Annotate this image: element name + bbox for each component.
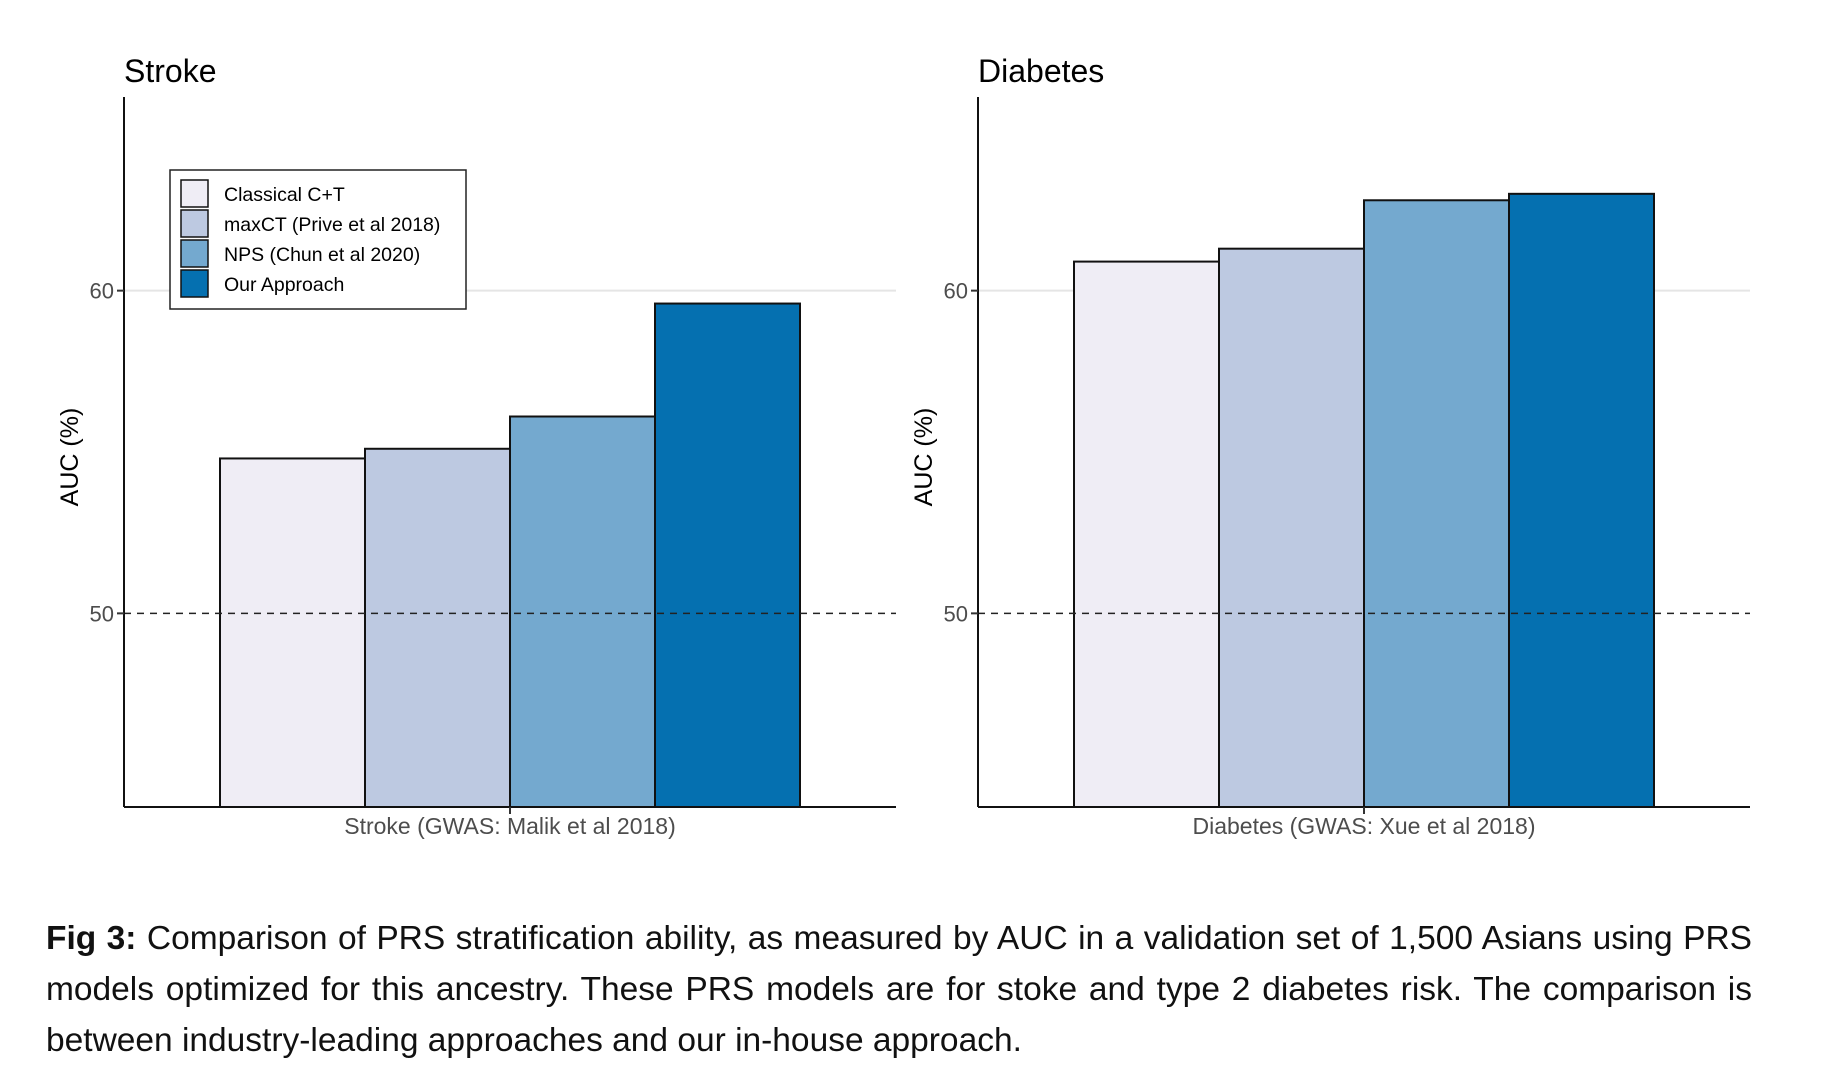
legend-swatch-1 bbox=[180, 179, 209, 208]
stroke-y-tick-label-50: 50 bbox=[90, 601, 114, 626]
diabetes-y-axis-title: AUC (%) bbox=[910, 408, 938, 507]
legend-swatch-2 bbox=[180, 209, 209, 238]
legend-box bbox=[169, 169, 467, 310]
caption-label: Fig 3: bbox=[46, 920, 137, 957]
legend-swatch-3 bbox=[180, 239, 209, 268]
stroke-panel-title: Stroke bbox=[124, 53, 216, 89]
diabetes-bar-3 bbox=[1363, 199, 1510, 809]
stroke-bar-1 bbox=[219, 457, 366, 808]
stroke-y-axis-title: AUC (%) bbox=[56, 408, 84, 507]
figure-charts: 50 60 Stroke (GWAS: Malik et al 2018) Strok… bbox=[56, 53, 1750, 839]
diabetes-bar-4 bbox=[1508, 192, 1655, 808]
legend-label-2: maxCT (Prive et al 2018) bbox=[224, 214, 440, 236]
legend-swatch-4 bbox=[180, 269, 209, 298]
figure-caption: Fig 3: Comparison of PRS stratification … bbox=[46, 913, 1752, 1066]
stroke-bar-3 bbox=[509, 415, 656, 808]
diabetes-bar-2 bbox=[1218, 247, 1365, 808]
legend-label-3: NPS (Chun et al 2020) bbox=[224, 244, 420, 266]
diabetes-panel-title: Diabetes bbox=[978, 53, 1104, 89]
stroke-x-tick-label: Stroke (GWAS: Malik et al 2018) bbox=[344, 813, 675, 839]
legend-label-4: Our Approach bbox=[224, 274, 344, 296]
diabetes-y-tick-label-60: 60 bbox=[944, 279, 968, 304]
stroke-bar-4 bbox=[654, 302, 801, 808]
diabetes-y-tick-label-50: 50 bbox=[944, 601, 968, 626]
diabetes-bar-1 bbox=[1073, 260, 1220, 809]
stroke-y-tick-label-60: 60 bbox=[90, 279, 114, 304]
diabetes-x-tick-label: Diabetes (GWAS: Xue et al 2018) bbox=[1192, 813, 1535, 839]
caption-text: Comparison of PRS stratification ability… bbox=[46, 920, 1752, 1059]
stroke-bar-2 bbox=[364, 447, 511, 808]
legend-label-1: Classical C+T bbox=[224, 184, 345, 206]
